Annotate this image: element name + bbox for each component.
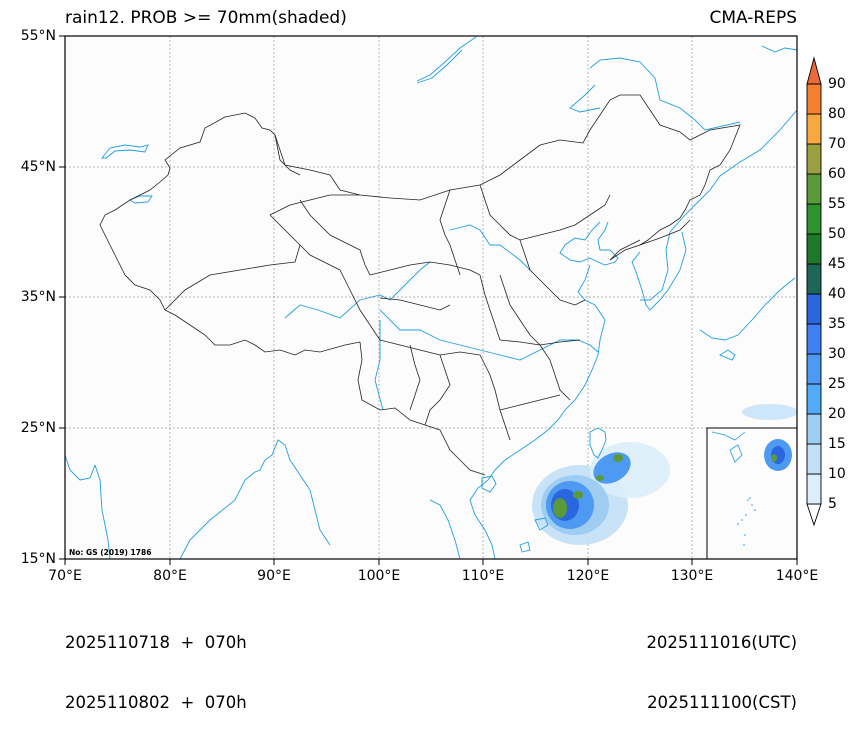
colorbar-label: 5 [828, 496, 837, 512]
x-tick-label: 80°E [153, 568, 187, 584]
colorbar-label: 15 [828, 436, 846, 452]
init-time-utc: 2025110718 + 070h [65, 633, 247, 652]
colorbar-label: 50 [828, 226, 846, 242]
plot-area [65, 36, 797, 559]
y-tick-label: 25°N [20, 420, 56, 436]
valid-time-cst: 2025111100(CST) [647, 693, 797, 712]
x-tick-label: 110°E [461, 568, 505, 584]
chart-title: rain12. PROB >= 70mm(shaded) [65, 8, 347, 28]
colorbar-label: 80 [828, 106, 846, 122]
gridlines [65, 36, 797, 559]
colorbar-label: 35 [828, 316, 846, 332]
colorbar-label: 55 [828, 196, 846, 212]
colorbar-label: 10 [828, 466, 846, 482]
colorbar-label: 45 [828, 256, 846, 272]
init-time-block: 2025110718 + 070h 2025110802 + 070h [65, 593, 247, 733]
valid-time-block: 2025111016(UTC) 2025111100(CST) [646, 593, 797, 733]
y-tick-label: 35°N [20, 289, 56, 305]
init-time-cst: 2025110802 + 070h [65, 693, 247, 712]
x-tick-label: 130°E [670, 568, 714, 584]
map-canvas [59, 35, 822, 565]
tick-marks [59, 35, 798, 565]
colorbar-label: 25 [828, 376, 846, 392]
x-tick-label: 100°E [357, 568, 401, 584]
colorbar-label: 70 [828, 136, 846, 152]
y-tick-label: 15°N [20, 551, 56, 567]
y-tick-label: 55°N [20, 28, 56, 44]
colorbar [806, 56, 822, 527]
borders [99, 94, 741, 476]
map-approval-note: No: GS (2019) 1786 [69, 548, 152, 557]
x-tick-label: 120°E [566, 568, 610, 584]
colorbar-label: 90 [828, 76, 846, 92]
model-name: CMA-REPS [709, 8, 797, 28]
colorbar-label: 30 [828, 346, 846, 362]
colorbar-label: 40 [828, 286, 846, 302]
precip-shading [532, 404, 798, 545]
x-tick-label: 70°E [48, 568, 82, 584]
y-tick-label: 45°N [20, 159, 56, 175]
colorbar-label: 20 [828, 406, 846, 422]
valid-time-utc: 2025111016(UTC) [646, 633, 797, 652]
x-tick-label: 140°E [775, 568, 819, 584]
inset-content [711, 431, 792, 546]
x-tick-label: 90°E [257, 568, 291, 584]
colorbar-label: 60 [828, 166, 846, 182]
